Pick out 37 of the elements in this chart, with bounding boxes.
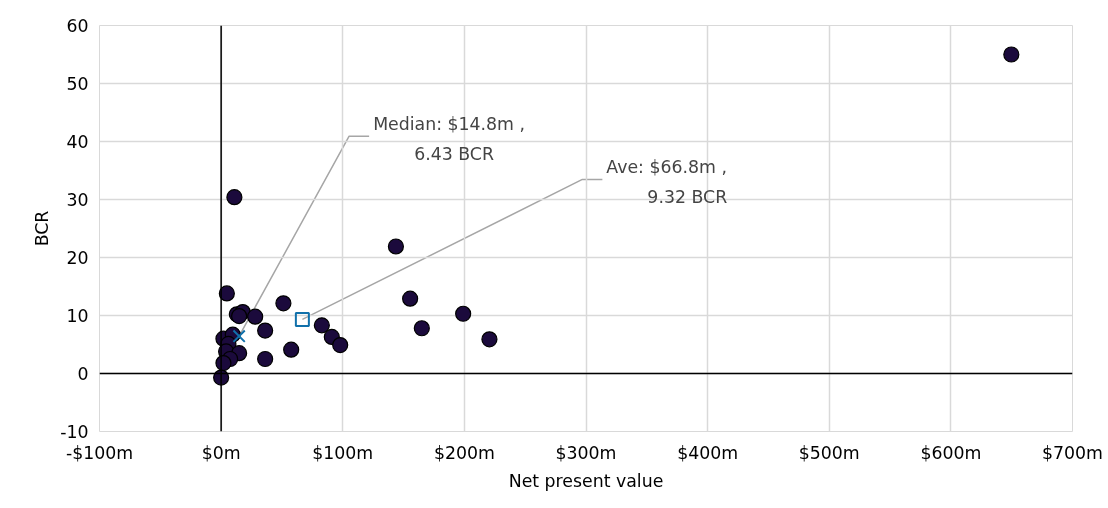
y-tick-label: 30	[66, 190, 89, 210]
x-tick-label: $500m	[798, 442, 860, 463]
point	[332, 336, 349, 354]
y-tick-label: 50	[66, 74, 89, 94]
x-tick-label: $100m	[312, 442, 374, 463]
y-axis-title: BCR	[32, 210, 53, 247]
point	[283, 341, 300, 358]
x-tick-label: $400m	[677, 442, 739, 463]
x-tick-label: $600m	[920, 442, 982, 463]
x-axis-title: Net present value	[508, 470, 664, 491]
x-tick-label: $200m	[433, 442, 495, 463]
y-tick-label: 20	[66, 248, 89, 268]
point	[294, 311, 310, 327]
x-tick-label: $300m	[555, 442, 617, 463]
y-tick-label: 0	[77, 364, 89, 384]
point	[481, 331, 498, 348]
annotation: Ave: $66.8m , 9.32 BCR	[606, 157, 728, 208]
y-tick-label: 60	[66, 16, 89, 36]
y-tick-label: 40	[66, 132, 89, 152]
point	[226, 189, 243, 206]
x-tick-label: -$100m	[65, 442, 134, 463]
x-tick-label: $700m	[1042, 442, 1103, 463]
point	[257, 322, 274, 339]
point	[313, 317, 330, 334]
x-tick-label: $0m	[201, 442, 241, 463]
annotation: Median: $14.8m , 6.43 BCR	[373, 114, 526, 165]
point	[455, 305, 472, 322]
y-tick-label: 10	[66, 306, 89, 326]
point	[413, 320, 430, 337]
point	[257, 350, 274, 368]
point	[247, 308, 264, 325]
point	[387, 238, 404, 255]
point	[1003, 46, 1020, 63]
point	[275, 295, 292, 312]
point	[402, 290, 419, 307]
y-tick-label: -10	[60, 422, 89, 442]
point	[232, 329, 246, 343]
